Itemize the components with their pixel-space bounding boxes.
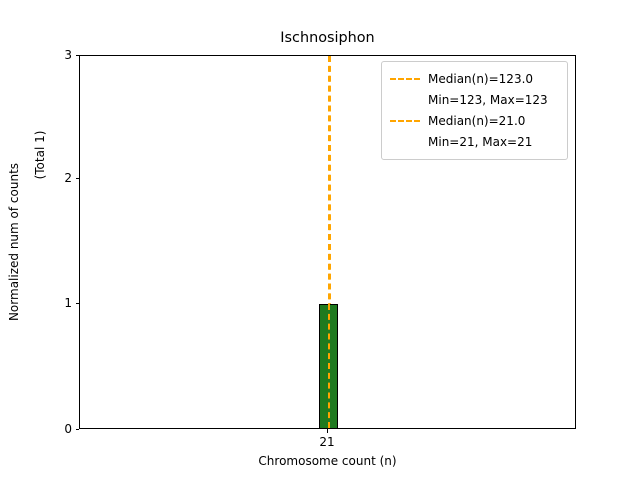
legend-entry-2-sub: Min=21, Max=21 xyxy=(390,131,559,152)
legend-label-minmax-123: Min=123, Max=123 xyxy=(428,92,548,107)
x-tick-mark-21 xyxy=(326,429,328,433)
legend-entry-1: Median(n)=123.0 xyxy=(390,68,559,89)
y-axis-sublabel-container: (Total 1) xyxy=(26,55,54,255)
legend-label-median-21: Median(n)=21.0 xyxy=(428,113,526,128)
x-tick-label-21: 21 xyxy=(319,435,335,449)
y-tick-mark-2 xyxy=(75,177,79,179)
y-tick-label-2: 2 xyxy=(64,171,72,185)
legend-dash-spacer-1 xyxy=(390,94,420,106)
legend-entry-1-sub: Min=123, Max=123 xyxy=(390,89,559,110)
legend-label-minmax-21: Min=21, Max=21 xyxy=(428,134,533,149)
median-line-overlay xyxy=(327,304,330,428)
y-tick-label-3: 3 xyxy=(64,48,72,62)
y-tick-mark-1 xyxy=(75,302,79,304)
y-tick-label-1: 1 xyxy=(64,296,72,310)
legend-entry-2: Median(n)=21.0 xyxy=(390,110,559,131)
y-tick-mark-0 xyxy=(75,428,79,430)
y-axis-label-container: Normalized num of counts xyxy=(0,55,28,429)
chart-title: Ischnosiphon xyxy=(280,30,375,46)
x-axis-label: Chromosome count (n) xyxy=(258,454,397,468)
y-tick-label-0: 0 xyxy=(64,422,72,436)
legend-label-median-123: Median(n)=123.0 xyxy=(428,71,534,86)
chart-legend: Median(n)=123.0 Min=123, Max=123 Median(… xyxy=(381,61,568,160)
legend-dash-icon-2 xyxy=(390,115,420,127)
y-tick-mark-3 xyxy=(75,55,79,57)
legend-dash-spacer-2 xyxy=(390,136,420,148)
y-axis-label: Normalized num of counts xyxy=(7,162,21,322)
legend-dash-icon-1 xyxy=(390,73,420,85)
y-axis-total-label: (Total 1) xyxy=(33,130,47,180)
plot-area xyxy=(80,56,575,428)
median-line-21 xyxy=(328,56,331,428)
